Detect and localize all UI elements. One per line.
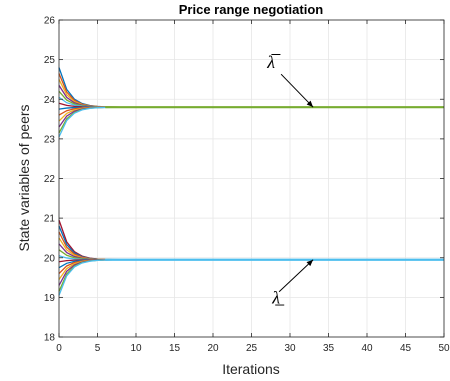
- y-tick-label: 18: [44, 333, 56, 344]
- annotation-arrow-upper: [280, 73, 314, 108]
- x-tick-label: 25: [246, 343, 258, 354]
- x-tick-label: 0: [56, 343, 62, 354]
- x-tick-label: 45: [400, 343, 412, 354]
- annotation-arrow-upper-head: [306, 100, 314, 108]
- chart-title: Price range negotiation: [179, 2, 324, 17]
- y-tick-label: 24: [44, 95, 56, 106]
- annotation-arrow-lower-head: [306, 259, 314, 267]
- y-tick-label: 22: [44, 174, 56, 185]
- y-axis-label: State variables of peers: [16, 104, 32, 251]
- x-tick-label: 30: [284, 343, 296, 354]
- x-tick-label: 40: [361, 343, 373, 354]
- tick-marks: [58, 19, 445, 338]
- y-tick-label: 25: [44, 55, 56, 66]
- x-tick-label: 5: [95, 343, 101, 354]
- series-layer: [58, 67, 444, 296]
- x-tick-labels: 0 5 10 15 20 25 30 35 40 45 50: [56, 343, 450, 354]
- y-tick-label: 20: [44, 253, 56, 264]
- annotation-arrow-lower: [278, 259, 314, 293]
- y-tick-label: 19: [44, 293, 56, 304]
- y-tick-labels: 18 19 20 21 22 23 24 25 26: [44, 16, 56, 344]
- x-tick-label: 50: [438, 343, 450, 354]
- y-tick-label: 26: [44, 16, 56, 27]
- x-tick-label: 10: [130, 343, 142, 354]
- y-tick-label: 21: [44, 214, 56, 225]
- x-tick-label: 35: [323, 343, 335, 354]
- x-axis-label: Iterations: [222, 361, 280, 377]
- y-tick-label: 23: [44, 134, 56, 145]
- x-tick-label: 20: [207, 343, 219, 354]
- x-tick-label: 15: [169, 343, 181, 354]
